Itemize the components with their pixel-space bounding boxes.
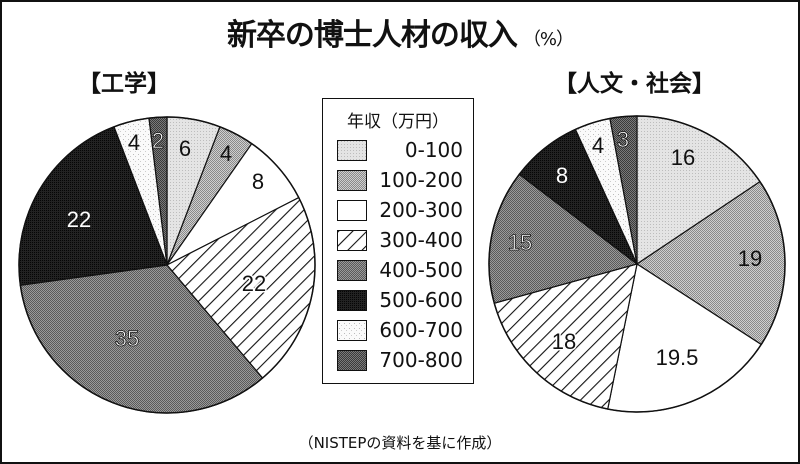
- slice-value-label: 8: [252, 169, 264, 194]
- slice-value-label: 19.5: [656, 345, 699, 370]
- legend-label: 400-500: [379, 258, 463, 282]
- legend-swatch: [337, 259, 367, 281]
- pie-title-humanities: 【人文・社会】: [554, 71, 715, 97]
- slice-value-label: 4: [128, 130, 140, 155]
- legend-swatch: [337, 319, 367, 341]
- legend-item: 600-700: [323, 315, 473, 345]
- slice-value-label: 18: [552, 329, 576, 354]
- legend-label: 100-200: [379, 168, 463, 192]
- legend-swatch: [337, 169, 367, 191]
- legend-swatch: [337, 349, 367, 371]
- title-unit: （%）: [522, 29, 574, 50]
- slice-value-label: 8: [556, 163, 568, 188]
- legend-label: 600-700: [379, 318, 463, 342]
- pie-title-engineering: 【工学】: [78, 71, 170, 97]
- legend-item: 500-600: [323, 285, 473, 315]
- legend-swatch: [337, 229, 367, 251]
- slice-value-label: 22: [242, 271, 266, 296]
- legend-item: 100-200: [323, 165, 473, 195]
- slice-value-label: 35: [115, 326, 139, 351]
- legend-label: 700-800: [379, 348, 463, 372]
- legend-label: 0-100: [404, 138, 463, 162]
- title-text: 新卒の博士人材の収入: [226, 18, 518, 53]
- slice-value-label: 2: [152, 128, 164, 153]
- legend-label: 200-300: [379, 198, 463, 222]
- legend-item: 200-300: [323, 195, 473, 225]
- slice-value-label: 3: [617, 127, 629, 152]
- pie-humanities: 16 19 19.5 18 15 84 3: [488, 115, 786, 413]
- legend-swatch: [337, 289, 367, 311]
- slice-value-label: 16: [671, 145, 695, 170]
- chart-title: 新卒の博士人材の収入 （%）: [2, 10, 798, 54]
- legend-item: 0-100: [323, 135, 473, 165]
- legend-item: 300-400: [323, 225, 473, 255]
- legend-item: 400-500: [323, 255, 473, 285]
- legend-label: 300-400: [379, 228, 463, 252]
- legend-label: 500-600: [379, 288, 463, 312]
- legend-swatch: [337, 139, 367, 161]
- slice-value-label: 4: [220, 141, 232, 166]
- legend-swatch: [337, 199, 367, 221]
- slice-value-label: 4: [592, 133, 604, 158]
- source-note: （NISTEPの資料を基に作成）: [298, 434, 502, 452]
- slice-value-label: 15: [508, 230, 532, 255]
- slice-value-label: 22: [67, 207, 91, 232]
- legend: 年収（万円） 0-100 100-200 200-300 300-400 400-500…: [322, 98, 474, 384]
- slice-value-label: 19: [738, 246, 762, 271]
- legend-item: 700-800: [323, 345, 473, 375]
- legend-title: 年収（万円）: [347, 112, 449, 132]
- slice-value-label: 6: [179, 136, 191, 161]
